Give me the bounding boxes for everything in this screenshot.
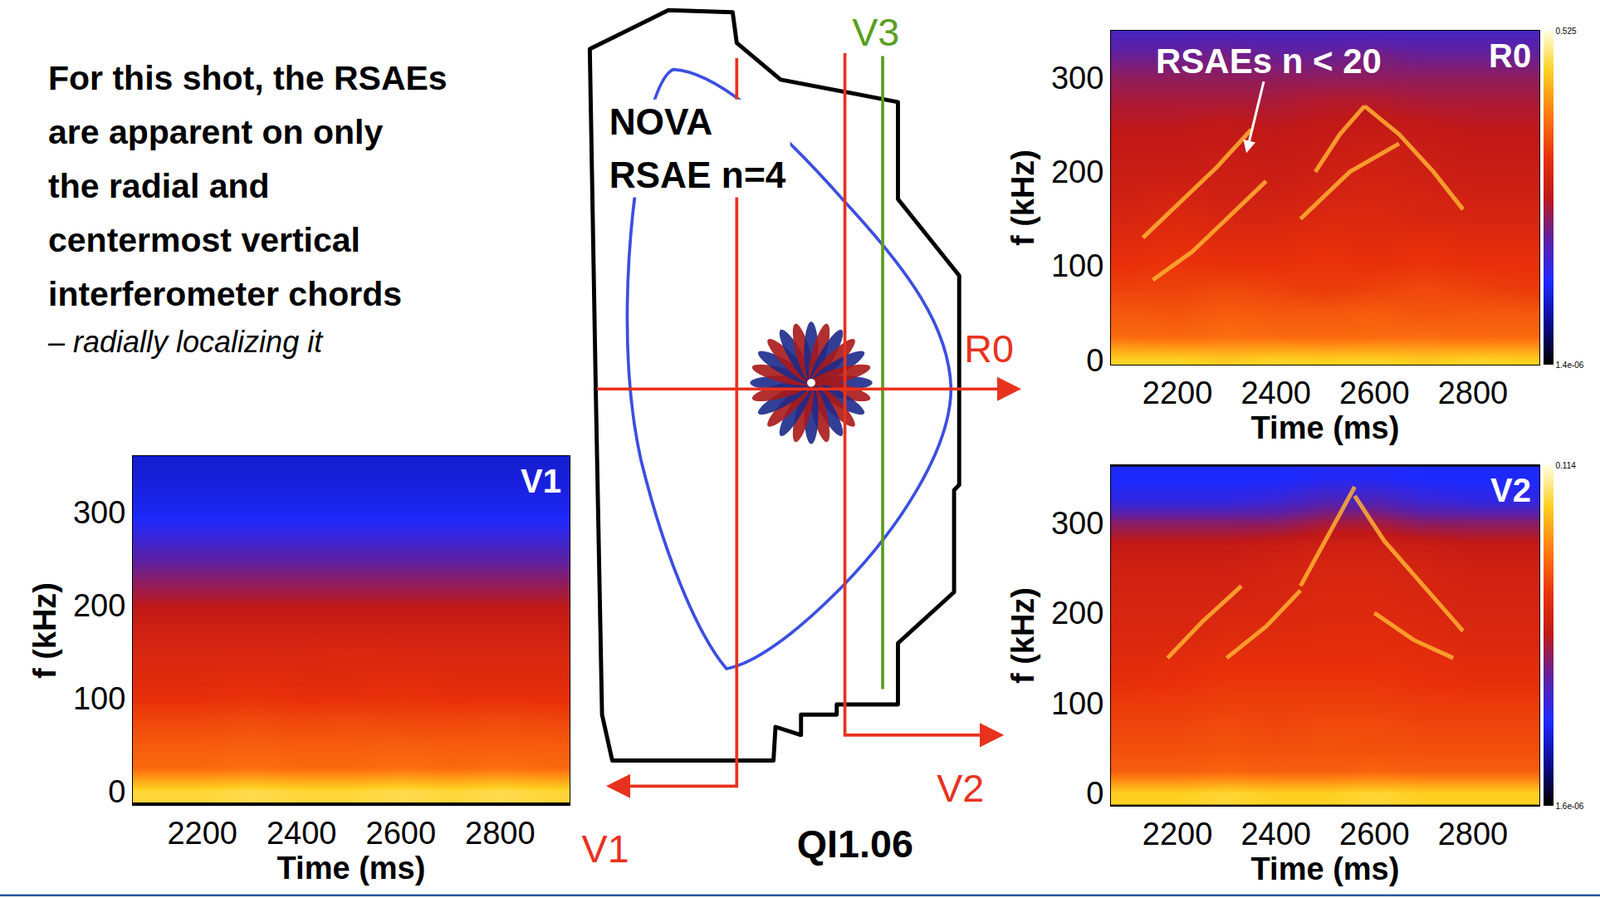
svg-text:2600: 2600 — [1339, 375, 1410, 411]
svg-text:300: 300 — [73, 494, 126, 530]
svg-text:0: 0 — [1086, 342, 1104, 378]
svg-text:300: 300 — [1051, 505, 1104, 541]
svg-text:Time (ms): Time (ms) — [277, 850, 426, 886]
svg-text:2600: 2600 — [365, 815, 436, 851]
svg-text:0: 0 — [107, 773, 126, 809]
svg-text:1.6e-06: 1.6e-06 — [1555, 801, 1585, 811]
svg-text:2800: 2800 — [1438, 816, 1509, 852]
svg-text:100: 100 — [1051, 685, 1104, 721]
svg-text:2800: 2800 — [1438, 375, 1509, 411]
svg-text:2200: 2200 — [1142, 375, 1214, 411]
svg-text:100: 100 — [1051, 248, 1104, 284]
svg-text:2400: 2400 — [1240, 816, 1312, 852]
html-text:interferometer chords: interferometer chords — [48, 274, 402, 314]
svg-text:R0: R0 — [1488, 37, 1532, 74]
svg-text:300: 300 — [1051, 60, 1104, 96]
svg-text:2400: 2400 — [266, 815, 338, 851]
svg-text:R0: R0 — [963, 327, 1014, 371]
svg-text:0.114: 0.114 — [1555, 460, 1577, 470]
svg-text:1.4e-06: 1.4e-06 — [1555, 360, 1585, 370]
html-text:– radially localizing it: – radially localizing it — [48, 324, 323, 359]
svg-text:0.525: 0.525 — [1555, 26, 1577, 36]
svg-text:2200: 2200 — [166, 815, 238, 851]
svg-text:V3: V3 — [851, 10, 900, 54]
html-text:are apparent on only: are apparent on only — [48, 112, 384, 152]
html-text:For this shot, the RSAEs: For this shot, the RSAEs — [48, 58, 448, 98]
svg-text:NOVARSAE n=4: NOVARSAE n=4 — [609, 101, 787, 196]
svg-text:f (kHz): f (kHz) — [1005, 149, 1041, 246]
svg-text:100: 100 — [73, 680, 126, 716]
svg-text:V1: V1 — [520, 462, 562, 500]
svg-text:0: 0 — [1086, 775, 1104, 811]
html-text:centermost vertical: centermost vertical — [48, 220, 361, 260]
svg-text:200: 200 — [1051, 595, 1104, 631]
svg-text:2600: 2600 — [1339, 816, 1410, 852]
svg-text:2200: 2200 — [1142, 816, 1214, 852]
svg-text:200: 200 — [73, 587, 126, 623]
svg-text:QI1.06: QI1.06 — [797, 822, 914, 866]
svg-text:200: 200 — [1051, 154, 1104, 190]
svg-text:V2: V2 — [1490, 471, 1532, 509]
svg-text:f (kHz): f (kHz) — [27, 582, 63, 679]
svg-text:RSAEs n < 20: RSAEs n < 20 — [1155, 41, 1382, 81]
html-text:the radial and: the radial and — [48, 166, 270, 206]
svg-text:2400: 2400 — [1240, 375, 1312, 411]
svg-text:f (kHz): f (kHz) — [1005, 587, 1041, 684]
svg-text:Time (ms): Time (ms) — [1251, 410, 1400, 446]
svg-text:V2: V2 — [936, 766, 984, 810]
svg-text:2800: 2800 — [464, 815, 536, 851]
svg-text:Time (ms): Time (ms) — [1251, 851, 1400, 886]
svg-text:V1: V1 — [582, 826, 630, 871]
